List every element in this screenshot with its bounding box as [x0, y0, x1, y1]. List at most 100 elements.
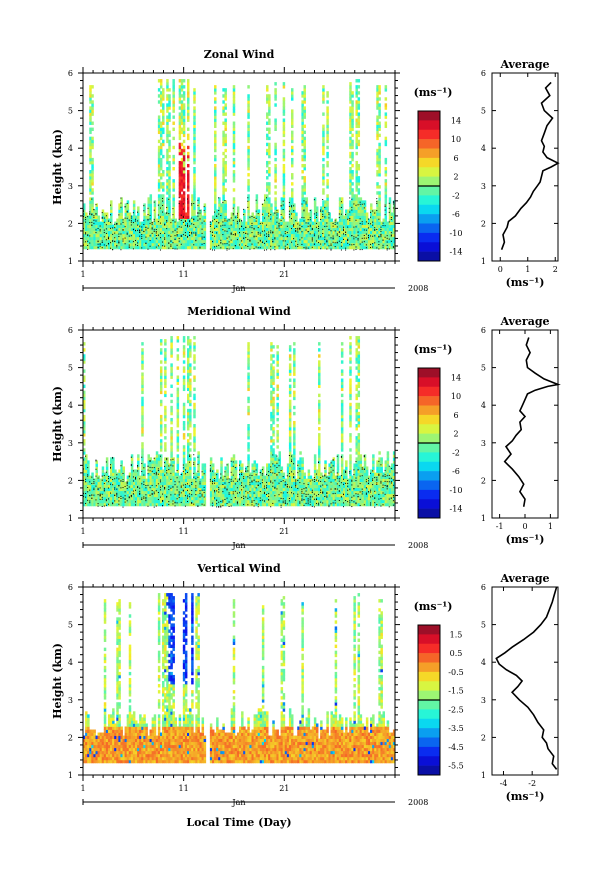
heatmap-cell	[367, 245, 371, 250]
heatmap-cell	[149, 233, 153, 238]
contour-dot	[278, 245, 280, 247]
heatmap-cell	[91, 121, 94, 125]
heatmap-cell	[363, 203, 367, 207]
heatmap-cell	[178, 224, 182, 229]
heatmap-cell	[303, 200, 306, 204]
heatmap-cell	[180, 203, 184, 207]
contour-dot	[247, 233, 249, 235]
heatmap-cell	[320, 209, 323, 213]
heatmap-cell	[141, 408, 144, 413]
heatmap-cell	[384, 197, 388, 201]
heatmap-cell	[378, 185, 381, 189]
heatmap-cell	[155, 490, 159, 495]
heatmap-cell	[326, 115, 329, 119]
contour-dot	[309, 233, 311, 235]
heatmap-cell	[135, 239, 138, 244]
heatmap-cell	[162, 472, 165, 476]
contour-dot	[97, 240, 99, 242]
heatmap-cell	[357, 200, 361, 204]
heatmap-cell	[301, 245, 304, 250]
heatmap-cell	[330, 227, 333, 232]
contour-dot	[151, 470, 153, 472]
heatmap-cell	[334, 239, 338, 244]
heatmap-cell	[351, 227, 354, 232]
heatmap-cell	[340, 230, 344, 235]
heatmap-cell	[184, 236, 188, 241]
heatmap-cell	[355, 176, 358, 180]
heatmap-cell	[168, 179, 171, 183]
heatmap-cell	[139, 475, 142, 479]
heatmap-cell	[153, 472, 157, 476]
heatmap-cell	[164, 484, 167, 489]
contour-dot	[376, 201, 378, 203]
contour-dot	[116, 495, 118, 497]
heatmap-cell	[166, 103, 169, 107]
heatmap-cell	[307, 227, 311, 232]
heatmap-cell	[101, 212, 105, 216]
contour-dot	[392, 201, 394, 203]
contour-dot	[180, 226, 182, 228]
heatmap-cell	[365, 230, 369, 235]
heatmap-cell	[220, 221, 223, 226]
contour-dot	[218, 244, 220, 246]
heatmap-cell	[347, 227, 350, 232]
heatmap-cell	[382, 233, 385, 238]
heatmap-cell	[286, 230, 290, 235]
contour-dot	[299, 224, 301, 226]
heatmap-cell	[147, 239, 150, 244]
heatmap-cell	[130, 469, 134, 473]
heatmap-cell	[197, 224, 200, 229]
contour-dot	[105, 500, 107, 502]
contour-dot	[276, 227, 278, 229]
contour-dot	[149, 460, 151, 462]
contour-dot	[261, 222, 263, 224]
heatmap-cell	[91, 496, 94, 501]
contour-dot	[112, 503, 114, 505]
heatmap-cell	[176, 224, 180, 229]
heatmap-cell	[230, 242, 234, 247]
heatmap-cell	[114, 236, 117, 241]
heatmap-cell	[239, 218, 242, 222]
contour-dot	[126, 203, 128, 205]
heatmap-cell	[236, 239, 240, 244]
heatmap-cell	[216, 227, 219, 232]
heatmap-cell	[147, 245, 150, 250]
heatmap-cell	[274, 121, 277, 125]
heatmap-cell	[199, 239, 202, 244]
heatmap-cell	[301, 185, 304, 189]
heatmap-cell	[143, 502, 146, 507]
heatmap-cell	[141, 487, 144, 492]
heatmap-cell	[112, 499, 115, 504]
heatmap-cell	[359, 242, 363, 247]
heatmap-cell	[166, 203, 169, 207]
heatmap-cell	[145, 499, 148, 504]
contour-dot	[153, 218, 155, 220]
heatmap-cell	[141, 360, 144, 364]
heatmap-cell	[83, 433, 86, 437]
heatmap-cell	[101, 233, 105, 238]
heatmap-cell	[261, 233, 265, 238]
heatmap-cell	[351, 215, 354, 219]
heatmap-cell	[137, 245, 140, 250]
contour-dot	[162, 197, 164, 199]
heatmap-cell	[280, 200, 284, 204]
heatmap-cell	[110, 496, 113, 501]
contour-dot	[95, 213, 97, 215]
heatmap-cell	[378, 97, 381, 101]
heatmap-cell	[376, 236, 379, 241]
heatmap-cell	[157, 139, 161, 144]
heatmap-cell	[83, 417, 86, 422]
heatmap-cell	[153, 203, 157, 207]
contour-dot	[367, 237, 369, 239]
heatmap-cell	[147, 487, 150, 492]
heatmap-cell	[384, 103, 388, 107]
heatmap-cell	[162, 224, 165, 229]
heatmap-cell	[105, 245, 109, 250]
heatmap-cell	[226, 245, 229, 250]
contour-dot	[132, 490, 134, 492]
heatmap-cell	[245, 245, 248, 250]
contour-dot	[110, 214, 112, 216]
heatmap-cell	[187, 209, 190, 213]
heatmap-cell	[268, 209, 271, 213]
heatmap-cell	[247, 127, 250, 132]
